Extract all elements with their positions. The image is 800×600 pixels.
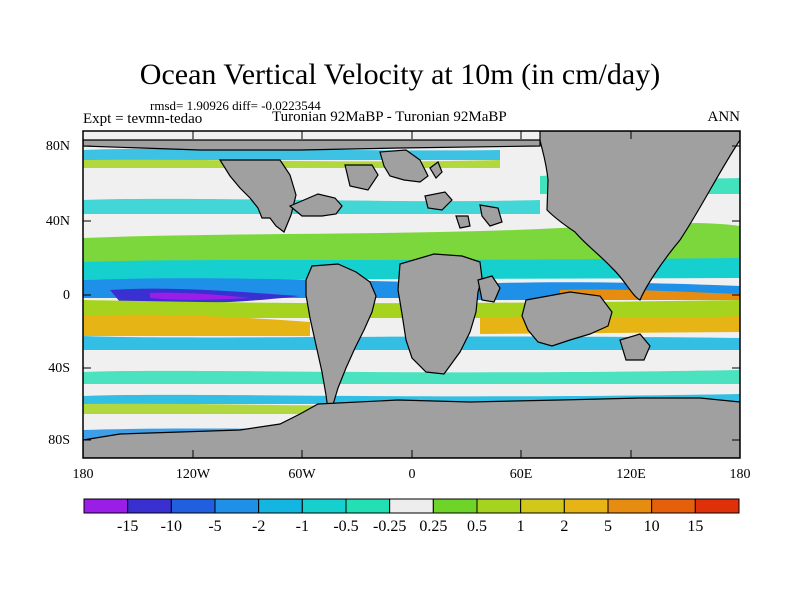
chart-title: Ocean Vertical Velocity at 10m (in cm/da… xyxy=(139,58,661,91)
land-mass xyxy=(477,275,501,303)
land-mass xyxy=(539,131,740,301)
colorbar-label: 15 xyxy=(687,518,704,535)
stats-line: rmsd= 1.90926 diff= -0.0223544 xyxy=(150,98,321,113)
x-axis-label: 120W xyxy=(175,467,211,482)
colorbar-swatch xyxy=(476,498,522,514)
land-mass xyxy=(429,161,443,179)
colorbar-label: 1 xyxy=(516,518,525,535)
colorbar xyxy=(83,498,740,514)
colorbar-swatch xyxy=(83,498,129,514)
x-axis-label: 60W xyxy=(288,467,316,482)
land-mass xyxy=(455,215,471,229)
land-mass xyxy=(479,204,503,227)
velocity-band xyxy=(83,314,310,336)
colorbar-label: 0.25 xyxy=(419,518,448,535)
colorbar-swatch xyxy=(258,498,303,514)
land-mass xyxy=(305,263,377,411)
experiment-label: Expt = tevmn-tedao xyxy=(83,111,203,127)
y-axis-label: 40N xyxy=(45,214,70,229)
x-axis-label: 180 xyxy=(72,467,94,482)
land-mass xyxy=(521,291,613,347)
velocity-band xyxy=(83,370,740,384)
velocity-band xyxy=(560,289,740,300)
colorbar-swatch xyxy=(432,498,478,514)
colorbar-label: -0.25 xyxy=(372,518,407,535)
colorbar-swatch xyxy=(214,498,260,514)
colorbar-swatch xyxy=(563,498,609,514)
velocity-band xyxy=(150,292,250,300)
colorbar-label: -0.5 xyxy=(333,518,359,535)
colorbar-label: -15 xyxy=(116,518,139,535)
land-mass xyxy=(288,193,343,217)
colorbar-swatch xyxy=(170,498,216,514)
land-mass xyxy=(397,253,483,375)
season-label: ANN xyxy=(707,109,741,125)
land-mass xyxy=(619,333,651,361)
colorbar-label: -1 xyxy=(295,518,309,535)
colorbar-label: 10 xyxy=(643,518,660,535)
axis-ticks xyxy=(83,131,740,458)
map-field xyxy=(83,131,740,458)
colorbar-swatch xyxy=(651,498,696,514)
colorbar-label: -10 xyxy=(160,518,182,535)
x-axis-label: 60E xyxy=(509,467,533,482)
y-axis-label: 80S xyxy=(48,433,70,448)
colorbar-swatch xyxy=(345,498,391,514)
x-axis-label: 120E xyxy=(616,467,646,482)
land-masses xyxy=(83,131,740,458)
subtitle: Turonian 92MaBP - Turonian 92MaBP xyxy=(272,109,507,125)
x-axis-label: 0 xyxy=(408,467,416,482)
colorbar-label: -2 xyxy=(251,518,266,535)
land-mass xyxy=(344,164,379,191)
colorbar-label: 5 xyxy=(604,518,612,535)
land-mass xyxy=(424,191,453,211)
colorbar-swatch xyxy=(694,498,740,514)
y-axis-label: 40S xyxy=(48,361,70,376)
land-mass xyxy=(379,149,429,183)
colorbar-swatch xyxy=(607,498,653,514)
colorbar-swatch xyxy=(127,498,172,514)
x-axis-label: 180 xyxy=(729,467,751,482)
y-axis-label: 0 xyxy=(63,288,70,303)
land-mass xyxy=(83,397,740,458)
colorbar-swatch xyxy=(301,498,347,514)
colorbar-label: 2 xyxy=(560,518,569,535)
colorbar-swatch xyxy=(520,498,565,514)
colorbar-label: 0.5 xyxy=(467,518,487,535)
colorbar-swatch xyxy=(389,498,434,514)
land-mass xyxy=(218,159,297,233)
colorbar-label: -5 xyxy=(208,518,222,535)
y-axis-label: 80N xyxy=(45,139,70,154)
